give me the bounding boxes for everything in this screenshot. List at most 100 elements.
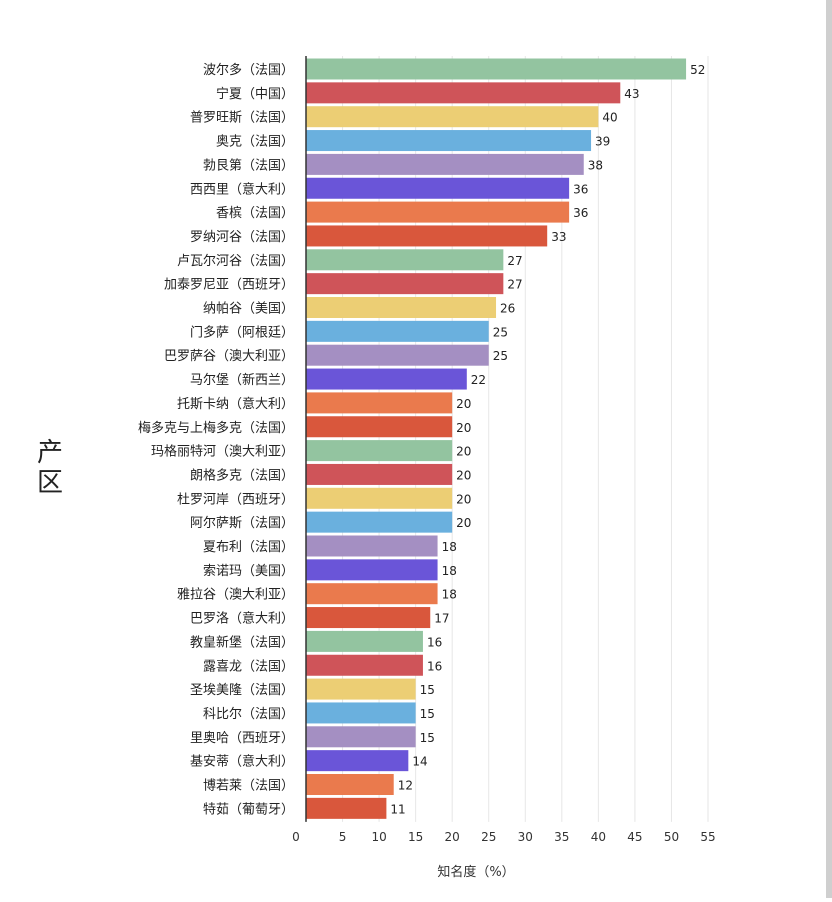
y-axis-label-char: 产 (36, 438, 63, 468)
category-label: 基安蒂（意大利） (190, 754, 294, 770)
category-label: 巴罗萨谷（澳大利亚） (164, 348, 294, 364)
data-label: 26 (500, 302, 515, 316)
frame-edge (826, 0, 832, 898)
category-label: 露喜龙（法国） (203, 659, 294, 674)
data-label: 17 (434, 612, 449, 626)
bar (306, 678, 416, 700)
category-label: 夏布利（法国） (203, 540, 294, 555)
x-tick-label: 25 (481, 830, 496, 844)
data-label: 16 (427, 635, 442, 649)
x-tick-label: 50 (664, 830, 679, 844)
data-label: 12 (398, 779, 413, 793)
data-label: 43 (624, 87, 639, 101)
data-label: 25 (493, 349, 508, 363)
data-label: 15 (420, 707, 435, 721)
data-label: 22 (471, 373, 486, 387)
data-label: 15 (420, 683, 435, 697)
bar (306, 153, 584, 175)
data-label: 18 (442, 540, 457, 554)
data-label: 40 (602, 111, 617, 125)
bar (306, 654, 423, 676)
x-tick-label: 15 (408, 830, 423, 844)
data-label: 36 (573, 206, 588, 220)
category-label: 马尔堡（新西兰） (190, 372, 294, 388)
bar (306, 201, 570, 223)
data-label: 11 (390, 802, 405, 816)
x-tick-label: 0 (292, 830, 300, 844)
data-label: 52 (690, 63, 705, 77)
bar (306, 273, 504, 295)
category-label: 加泰罗尼亚（西班牙） (164, 278, 294, 293)
bar (306, 583, 438, 605)
data-label: 20 (456, 492, 471, 506)
bar (306, 177, 570, 199)
data-label: 16 (427, 659, 442, 673)
data-label: 39 (595, 135, 610, 149)
bar (306, 225, 548, 247)
category-label: 罗纳河谷（法国） (190, 230, 294, 245)
x-tick-label: 10 (371, 830, 386, 844)
category-label: 普罗旺斯（法国） (190, 111, 294, 126)
category-label: 阿尔萨斯（法国） (190, 516, 294, 531)
bar (306, 511, 453, 533)
bar (306, 750, 409, 772)
bar (306, 726, 416, 748)
bar (306, 797, 387, 819)
category-label: 宁夏（中国） (216, 86, 294, 102)
data-label: 27 (507, 278, 522, 292)
bar (306, 535, 438, 557)
bar (306, 58, 687, 80)
data-label: 20 (456, 468, 471, 482)
bar (306, 82, 621, 104)
bar (306, 130, 592, 152)
x-tick-label: 20 (445, 830, 460, 844)
data-label: 18 (442, 588, 457, 602)
category-label: 索诺玛（美国） (203, 564, 294, 579)
data-label: 20 (456, 516, 471, 530)
x-tick-label: 55 (700, 830, 715, 844)
category-label: 香槟（法国） (216, 205, 294, 221)
bar (306, 630, 423, 652)
data-label: 25 (493, 325, 508, 339)
data-label: 14 (412, 755, 427, 769)
bar (306, 106, 599, 128)
bar (306, 368, 467, 390)
category-label: 纳帕谷（美国） (203, 302, 294, 317)
data-label: 38 (588, 158, 603, 172)
bar (306, 320, 489, 342)
category-label: 博若莱（法国） (203, 778, 294, 794)
bar (306, 249, 504, 271)
category-label: 梅多克与上梅多克（法国） (138, 420, 294, 436)
bar (306, 344, 489, 366)
bar (306, 463, 453, 485)
bar (306, 559, 438, 581)
category-label: 托斯卡纳（意大利） (177, 396, 294, 412)
category-label: 巴罗洛（意大利） (190, 611, 294, 627)
y-axis-label: 产区 (30, 438, 70, 498)
category-label: 玛格丽特河（澳大利亚） (151, 444, 294, 460)
data-label: 15 (420, 731, 435, 745)
bar (306, 487, 453, 509)
category-label: 特茹（葡萄牙） (203, 802, 294, 817)
x-tick-label: 40 (591, 830, 606, 844)
category-label: 勃艮第（法国） (203, 158, 294, 173)
data-label: 20 (456, 397, 471, 411)
x-tick-label: 5 (339, 830, 347, 844)
data-label: 33 (551, 230, 566, 244)
category-label: 里奥哈（西班牙） (190, 731, 294, 746)
bar (306, 416, 453, 438)
category-label: 卢瓦尔河谷（法国） (177, 253, 294, 269)
data-label: 20 (456, 421, 471, 435)
category-label: 圣埃美隆（法国） (190, 683, 294, 698)
data-label: 18 (442, 564, 457, 578)
category-label: 科比尔（法国） (203, 707, 294, 722)
x-tick-label: 45 (627, 830, 642, 844)
bar (306, 297, 497, 318)
category-label: 奥克（法国） (216, 135, 294, 150)
x-axis-label: 知名度（%） (437, 864, 514, 880)
data-label: 36 (573, 182, 588, 196)
category-label: 西西里（意大利） (190, 181, 294, 197)
category-label: 波尔多（法国） (203, 62, 294, 78)
